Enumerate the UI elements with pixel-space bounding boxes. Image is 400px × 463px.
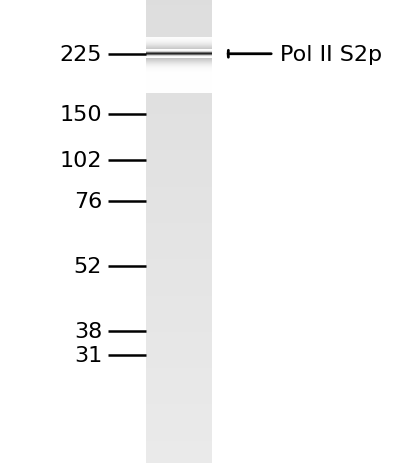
Text: 31: 31 [74,345,102,366]
Text: 225: 225 [60,44,102,65]
Text: Pol II S2p: Pol II S2p [280,44,382,65]
Text: 76: 76 [74,191,102,212]
Text: 38: 38 [74,321,102,341]
Text: 52: 52 [74,256,102,276]
Text: 150: 150 [59,105,102,125]
Text: 102: 102 [60,151,102,171]
